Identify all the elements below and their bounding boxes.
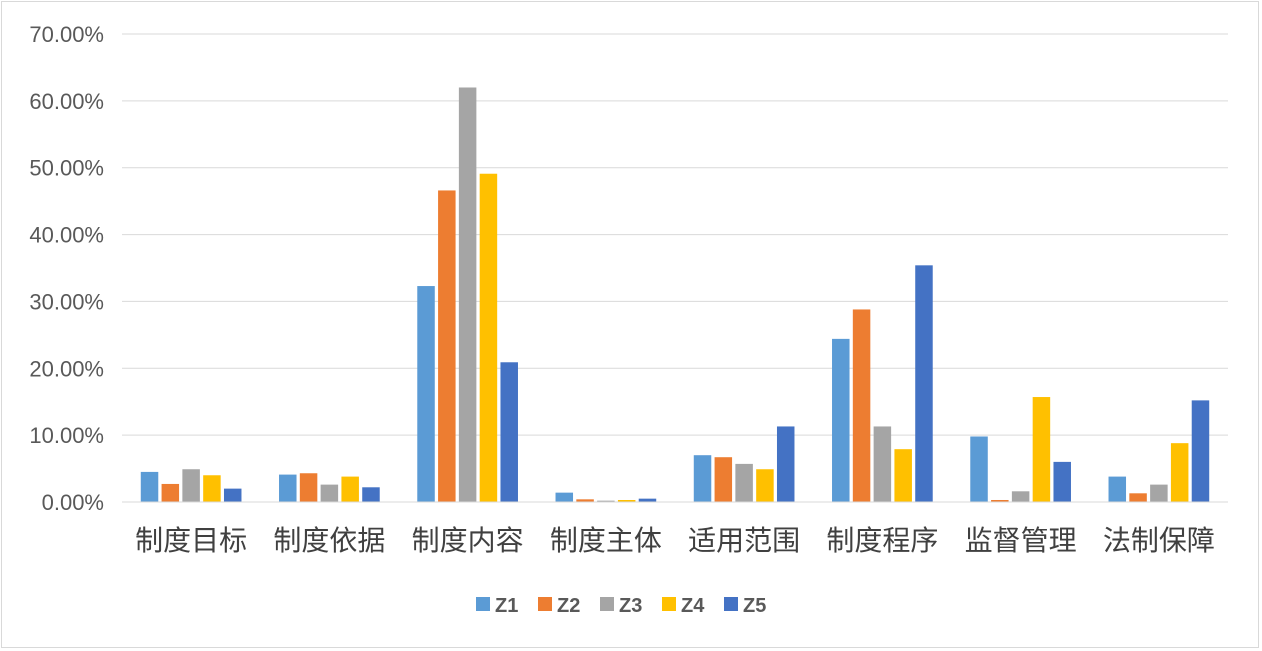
bar-z1 (555, 492, 574, 502)
legend-swatch-z1 (476, 597, 490, 611)
bar-z5 (223, 488, 242, 502)
x-tick-label: 适用范围 (688, 524, 800, 557)
bar-z1 (832, 338, 850, 502)
x-tick-label: 制度程序 (826, 524, 938, 557)
bar-z5 (915, 265, 933, 502)
bar-z2 (852, 309, 871, 502)
y-tick-label: 60.00% (29, 89, 104, 114)
bar-z1 (693, 455, 712, 502)
legend-swatch-z4 (662, 597, 676, 611)
bar-z2 (576, 499, 594, 502)
bar-z2 (161, 483, 180, 502)
bar-z5 (1191, 400, 1210, 502)
bar-z2 (438, 190, 456, 502)
x-axis-ticks: 制度目标 制度依据 制度内容 制度主体 适用范围 制度程序 监督管理 法制保障 (135, 524, 1215, 557)
bar-z1 (1108, 476, 1127, 502)
bar-z2 (299, 473, 318, 502)
bar-z3 (1150, 484, 1168, 502)
y-tick-label: 10.00% (29, 423, 104, 448)
legend-swatch-z5 (724, 597, 738, 611)
y-tick-label: 70.00% (29, 22, 104, 47)
y-tick-label: 20.00% (29, 356, 104, 381)
bar-z4 (1032, 397, 1051, 502)
bar-z4 (203, 475, 221, 502)
legend-label-z1: Z1 (495, 595, 518, 617)
bar-z3 (735, 463, 753, 502)
legend-label-z2: Z2 (557, 595, 580, 617)
bar-z4 (756, 469, 774, 502)
y-tick-label: 40.00% (29, 223, 104, 248)
bar-z5 (362, 487, 380, 502)
y-tick-label: 0.00% (42, 490, 104, 515)
bar-z1 (279, 474, 297, 502)
bar-z5 (1053, 461, 1071, 502)
x-tick-label: 制度依据 (273, 524, 385, 557)
bar-z5 (776, 426, 795, 502)
bar-z4 (479, 173, 498, 502)
bar-z3 (458, 87, 477, 502)
bar-z3 (320, 484, 339, 502)
x-tick-label: 法制保障 (1103, 524, 1215, 557)
x-tick-label: 制度目标 (135, 524, 247, 557)
bar-z1 (970, 436, 988, 502)
bar-z3 (873, 426, 892, 502)
bar-z3 (182, 469, 200, 502)
bar-z5 (500, 362, 518, 502)
legend-swatch-z3 (600, 597, 614, 611)
bar-z3 (597, 500, 615, 502)
x-tick-label: 制度内容 (412, 524, 524, 557)
legend-label-z5: Z5 (743, 595, 766, 617)
legend-label-z3: Z3 (619, 595, 642, 617)
y-axis-ticks: 0.00% 10.00% 20.00% 30.00% 40.00% 50.00% 60.00… (29, 22, 104, 515)
y-tick-label: 50.00% (29, 156, 104, 181)
gridlines (122, 33, 1228, 436)
x-tick-label: 制度主体 (550, 524, 662, 557)
legend-label-z4: Z4 (681, 595, 705, 617)
bar-z4 (617, 499, 636, 502)
x-tick-label: 监督管理 (965, 524, 1077, 557)
y-tick-label: 30.00% (29, 289, 104, 314)
bar-z4 (894, 449, 912, 502)
bars (140, 87, 1210, 502)
bar-z2 (991, 499, 1009, 502)
legend-swatch-z2 (538, 597, 552, 611)
bar-z2 (1129, 493, 1147, 502)
bar-z3 (1011, 491, 1030, 502)
bar-z4 (1170, 443, 1189, 502)
legend: Z1 Z2 Z3 Z4 Z5 (476, 595, 766, 617)
bar-z5 (638, 498, 657, 502)
bar-z2 (714, 457, 733, 502)
bar-z1 (140, 471, 159, 502)
bar-z1 (417, 286, 435, 502)
bar-z4 (341, 476, 359, 502)
